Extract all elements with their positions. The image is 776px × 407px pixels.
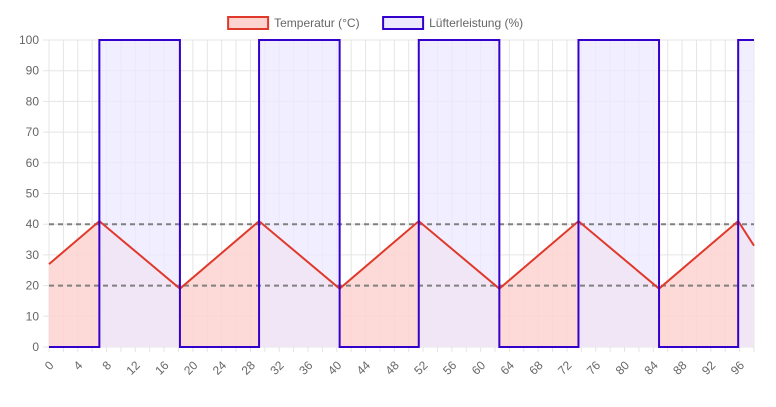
x-tick-label: 60 [469,358,489,378]
y-tick-label: 90 [26,64,40,78]
x-tick-label: 24 [210,358,230,378]
x-tick-label: 8 [99,358,114,373]
legend-swatch-0[interactable] [227,16,270,30]
y-tick-label: 50 [26,187,40,201]
x-tick-label: 72 [555,358,575,378]
legend-label-1[interactable]: Lüfterleistung (%) [429,16,523,30]
x-tick-label: 56 [440,358,460,378]
x-tick-label: 48 [382,358,402,378]
series-fill-1 [49,40,754,347]
threshold-lines [49,223,754,287]
series-lines [48,39,755,348]
series-line-1 [49,39,754,348]
x-tick-label: 36 [296,358,316,378]
y-tick-label: 20 [26,279,40,293]
x-tick-label: 12 [124,358,144,378]
x-tick-label: 96 [728,358,748,378]
legend-swatch-1[interactable] [382,16,425,30]
x-tick-label: 16 [152,358,172,378]
x-tick-label: 84 [641,358,661,378]
y-tick-label: 10 [26,309,40,323]
y-tick-label: 70 [26,125,40,139]
y-tick-label: 80 [26,94,40,108]
x-tick-label: 76 [584,358,604,378]
x-tick-label: 32 [267,358,287,378]
y-tick-label: 60 [26,156,40,170]
x-tick-label: 44 [354,358,374,378]
x-tick-label: 4 [71,358,86,373]
x-tick-label: 64 [498,358,518,378]
x-tick-label: 92 [699,358,719,378]
y-tick-label: 100 [19,33,39,47]
legend: Temperatur (°C) Lüfterleistung (%) [227,16,523,30]
legend-label-0[interactable]: Temperatur (°C) [274,16,359,30]
y-tick-label: 40 [26,217,40,231]
x-tick-label: 20 [181,358,201,378]
x-tick-label: 28 [239,358,259,378]
x-tick-label: 40 [325,358,345,378]
x-tick-label: 52 [411,358,431,378]
x-tick-label: 88 [670,358,690,378]
x-tick-label: 80 [613,358,633,378]
y-tick-label: 30 [26,248,40,262]
x-tick-label: 0 [42,358,57,373]
y-tick-label: 0 [32,340,39,354]
x-tick-label: 68 [526,358,546,378]
